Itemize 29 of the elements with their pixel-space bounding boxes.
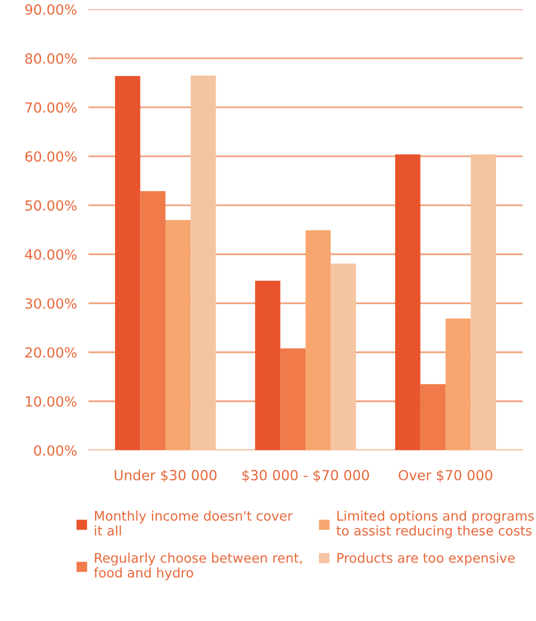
bar xyxy=(190,75,216,450)
y-tick-label: 50.00% xyxy=(25,200,77,211)
y-tick-label: 80.00% xyxy=(25,53,77,64)
y-tick-label: 20.00% xyxy=(25,347,77,358)
bar xyxy=(330,264,356,450)
bar xyxy=(395,154,420,450)
legend-label: Products are too expensive xyxy=(337,552,515,566)
bar xyxy=(280,348,306,450)
y-tick-label: 0.00% xyxy=(34,445,77,456)
bar xyxy=(255,280,280,450)
bar xyxy=(420,384,446,450)
x-tick-label: Under $30 000 xyxy=(114,470,216,482)
y-tick-label: 30.00% xyxy=(25,298,77,309)
x-tick-label: $30 000 - $70 000 xyxy=(242,470,369,482)
y-tick-label: 90.00% xyxy=(25,4,77,15)
bar xyxy=(470,154,496,450)
bar xyxy=(115,76,140,450)
bar xyxy=(140,191,166,450)
legend-label: Limited options and programs to assist reducing these costs xyxy=(336,510,534,538)
legend-label: Monthly income doesn't cover it all xyxy=(94,510,293,536)
y-tick-label: 40.00% xyxy=(25,249,77,260)
bar xyxy=(446,318,471,450)
bar xyxy=(165,220,191,450)
y-tick-label: 10.00% xyxy=(26,396,77,407)
legend-label: Regularly choose between rent, food and hydro xyxy=(94,552,302,580)
y-tick-label: 60.00% xyxy=(25,151,77,162)
x-tick-label: Over $70 000 xyxy=(398,470,492,482)
bar xyxy=(306,230,331,450)
y-tick-label: 70.00% xyxy=(26,102,77,113)
